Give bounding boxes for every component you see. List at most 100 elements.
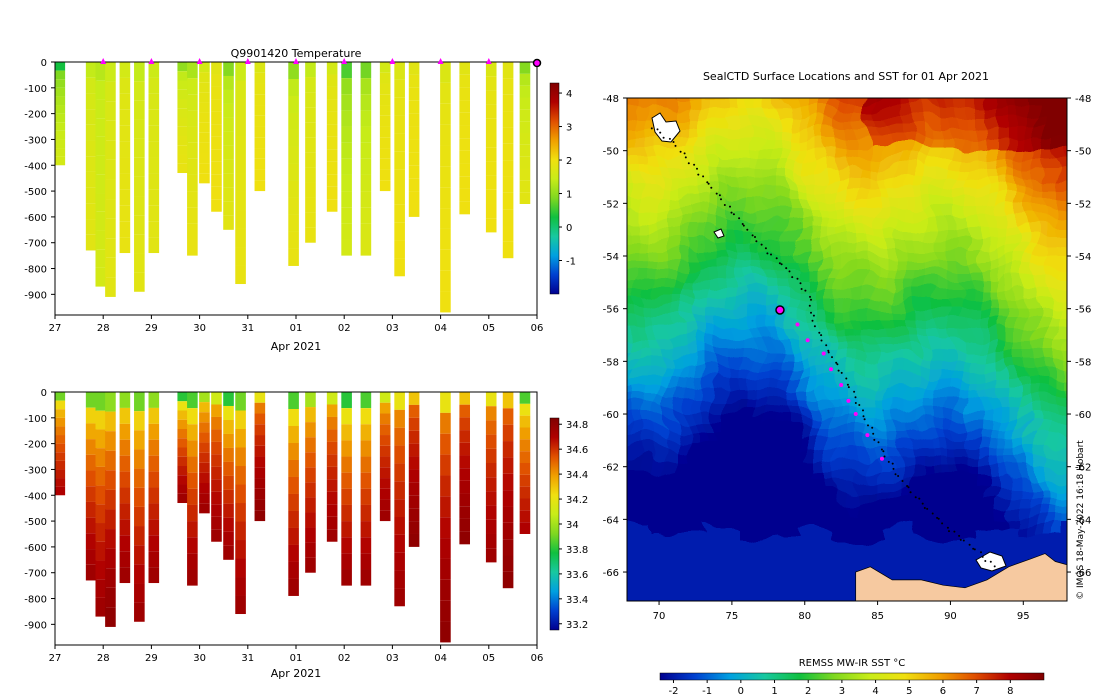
sst-pixel [1037,608,1048,619]
sst-pixel [787,488,798,499]
sst-pixel [677,558,688,569]
profile-cell [408,430,420,444]
profile-cell [394,204,405,223]
sst-pixel [857,178,868,189]
sst-pixel [637,268,648,279]
sst-pixel [837,528,848,539]
sst-pixel [697,288,708,299]
sst-pixel [827,288,838,299]
sst-pixel [927,258,938,269]
sst-pixel [747,258,758,269]
sst-pixel [847,158,858,169]
sst-pixel [927,238,938,249]
marker-triangle [341,58,348,64]
profile-cell [223,62,234,76]
sst-pixel [767,98,778,99]
sst-pixel [687,378,698,389]
profile-cell [105,238,116,258]
profile-cell [223,517,234,532]
sst-pixel [857,318,868,329]
x-tick-label: 01 [290,653,303,664]
profile-cell [485,406,497,421]
sst-pixel [997,488,1008,499]
sst-pixel [907,518,918,529]
sst-pixel [837,198,848,209]
track-point [882,450,885,453]
sst-pixel [757,608,768,619]
sst-pixel [1057,268,1067,279]
sst-pixel [807,128,818,139]
sst-pixel [607,548,618,559]
sst-pixel [1017,108,1028,119]
sst-pixel [977,128,988,139]
sst-pixel [767,548,778,559]
sst-pixel [757,108,768,119]
sst-colorbar-tick-label: -2 [668,686,678,697]
sst-pixel [627,178,638,189]
sst-pixel [747,208,758,219]
sst-pixel [647,438,658,449]
sst-pixel [717,508,728,519]
sst-pixel [1007,268,1018,279]
profile-cell [254,158,266,170]
sst-pixel [707,528,718,539]
sst-pixel [967,608,978,619]
sst-pixel [877,308,888,319]
sst-pixel [717,158,728,169]
profile-cell [326,392,338,405]
sst-pixel [837,178,848,189]
sst-pixel [707,248,718,259]
profile-cell [134,392,145,412]
profile-cell [379,456,391,468]
profile-cell [95,136,107,156]
sst-pixel [757,138,768,149]
profile-column [199,62,210,184]
profile-cell [459,87,471,101]
sst-pixel [697,228,708,239]
profile-cell [379,169,391,181]
sst-pixel [647,268,658,279]
colorbar-tick-label: 0 [566,223,572,234]
profile-column [408,62,420,217]
profile-cell [360,142,372,159]
sst-pixel [797,338,808,349]
sst-pixel [817,238,828,249]
sst-pixel [1057,338,1067,349]
profile-cell [55,62,66,71]
sst-pixel [987,218,998,229]
sst-pixel [1047,458,1058,469]
sst-pixel [1067,428,1078,439]
sst-pixel [987,118,998,129]
sst-pixel [947,538,958,549]
profile-cell [379,424,391,436]
sst-pixel [657,348,668,359]
sst-pixel [917,128,928,139]
sst-pixel [1017,418,1028,429]
sst-pixel [697,588,708,599]
sst-pixel [947,448,958,459]
profile-cell [394,588,405,607]
profile-cell [485,161,497,176]
y-tick-label: -900 [24,620,47,631]
sst-pixel [657,78,668,89]
sst-pixel [797,408,808,419]
sst-pixel [647,238,658,249]
sst-pixel [847,188,858,199]
sst-pixel [607,438,618,449]
profile-column [187,392,198,586]
sst-pixel [797,98,808,109]
profile-cell [119,503,131,520]
sst-pixel [957,278,968,289]
profile-cell [95,118,107,137]
sst-pixel [1017,368,1028,379]
sst-pixel [817,438,828,449]
profile-cell [223,531,234,546]
profile-cell [485,218,497,233]
sst-pixel [827,268,838,279]
track-point [799,282,802,285]
sst-pixel [847,338,858,349]
sst-pixel [1047,228,1058,239]
profile-cell [223,89,234,104]
sst-pixel [727,218,738,229]
sst-pixel [847,268,858,279]
